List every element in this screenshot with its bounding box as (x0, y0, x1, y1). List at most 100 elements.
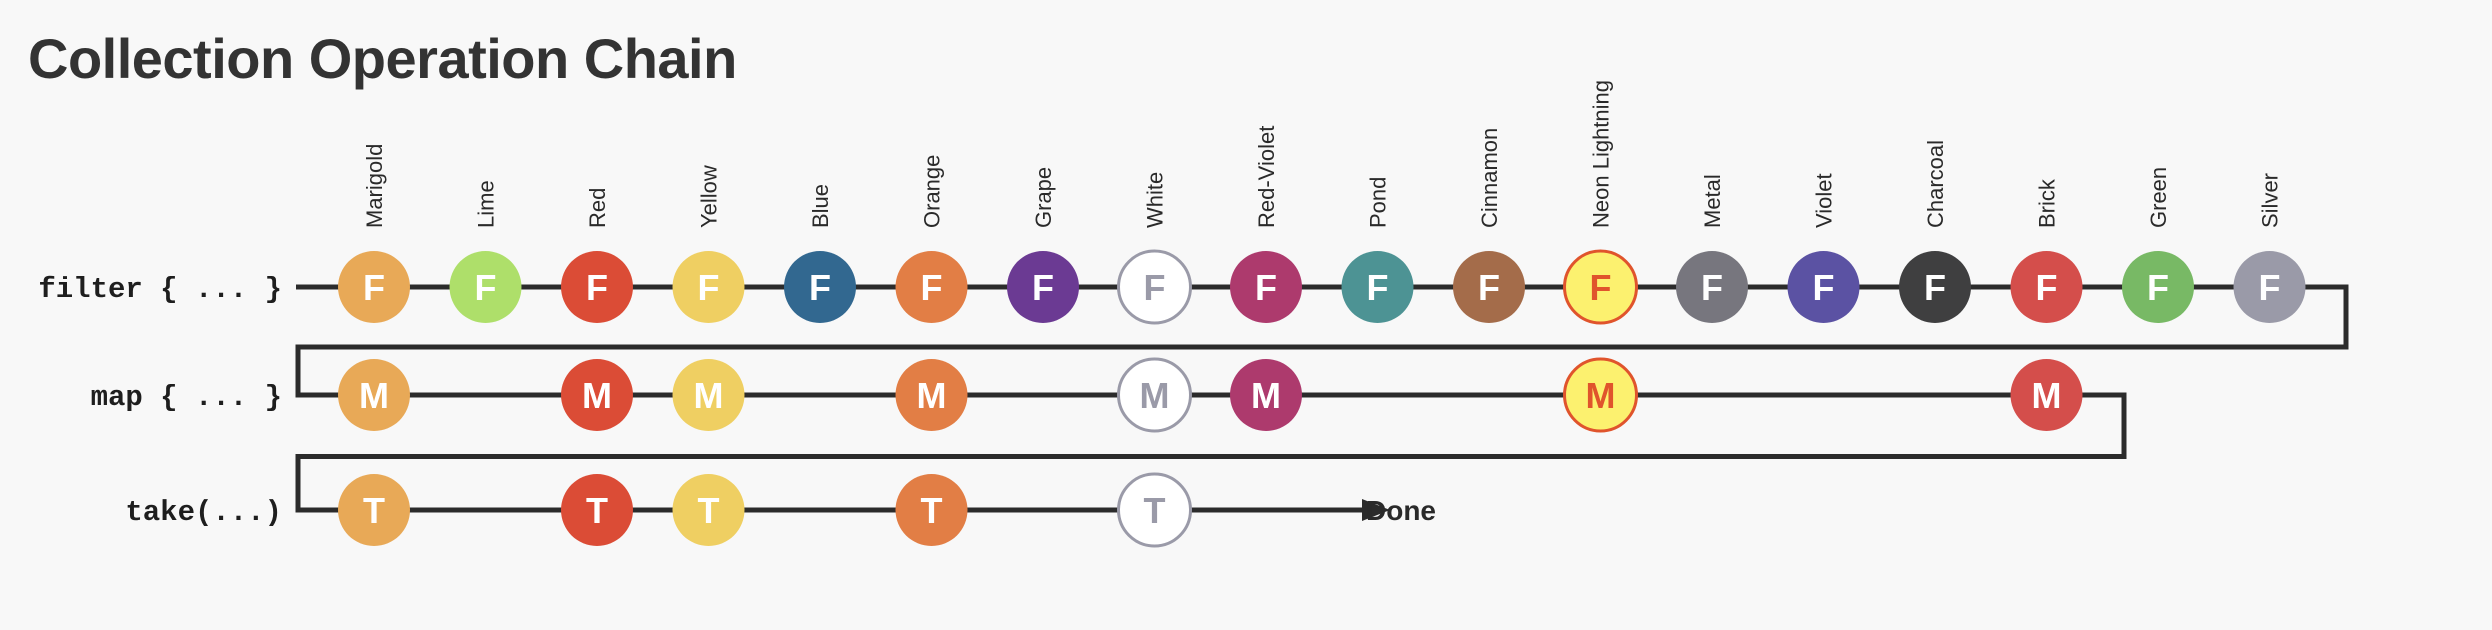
item-label-violet: Violet (1812, 173, 1837, 228)
node-marigold-f: F (338, 251, 410, 323)
node-letter: M (582, 375, 612, 416)
node-brick-m: M (2010, 359, 2083, 431)
node-letter: F (1590, 267, 1612, 308)
item-label-pond: Pond (1366, 177, 1391, 228)
item-label-green: Green (2146, 167, 2171, 228)
node-letter: M (694, 375, 724, 416)
node-grape-f: F (1007, 251, 1079, 323)
stage-label-take: take(...) (125, 496, 282, 529)
node-circle (1899, 251, 1971, 323)
done-label: Done (1366, 495, 1436, 526)
node-letter: F (921, 267, 943, 308)
node-cinnamon-f: F (1453, 251, 1525, 323)
node-letter: M (2032, 375, 2062, 416)
node-letter: F (1813, 267, 1835, 308)
node-circle (338, 474, 410, 546)
node-circle (338, 359, 410, 431)
item-label-silver: Silver (2258, 173, 2283, 228)
node-white-m: M (1117, 357, 1192, 433)
node-circle (2122, 251, 2194, 323)
node-letter: F (363, 267, 385, 308)
node-circle (1230, 251, 1302, 323)
node-silver-f: F (2233, 251, 2306, 323)
item-label-neon-lightning: Neon Lightning (1589, 80, 1614, 228)
node-circle (1453, 251, 1525, 323)
item-label-yellow: Yellow (697, 165, 722, 228)
node-letter: T (363, 490, 385, 531)
node-yellow-f: F (672, 251, 745, 323)
node-red-t: T (561, 474, 633, 546)
node-brick-f: F (2010, 251, 2083, 323)
node-letter: F (475, 267, 497, 308)
node-circle (1563, 357, 1638, 433)
node-pond-f: F (1341, 251, 1414, 323)
node-white-t: T (1117, 472, 1192, 548)
node-letter: T (698, 490, 720, 531)
node-circle (449, 251, 522, 323)
item-label-cinnamon: Cinnamon (1477, 128, 1502, 228)
node-circle (1117, 249, 1192, 325)
node-letter: F (2036, 267, 2058, 308)
node-circle (561, 474, 633, 546)
item-label-white: White (1143, 172, 1168, 228)
node-letter: M (1586, 375, 1616, 416)
node-green-f: F (2122, 251, 2194, 323)
node-circle (1787, 251, 1860, 323)
node-circle (784, 251, 856, 323)
node-circle (2233, 251, 2306, 323)
node-letter: M (917, 375, 947, 416)
item-label-orange: Orange (920, 155, 945, 228)
node-circle (1563, 249, 1638, 325)
node-circle (2010, 359, 2083, 431)
node-letter: T (586, 490, 608, 531)
node-charcoal-f: F (1899, 251, 1971, 323)
node-letter: T (921, 490, 943, 531)
node-circle (561, 251, 633, 323)
node-letter: F (1478, 267, 1500, 308)
node-red-m: M (561, 359, 633, 431)
node-circle (2010, 251, 2083, 323)
node-circle (1676, 251, 1748, 323)
node-circle (1117, 357, 1192, 433)
node-letter: F (586, 267, 608, 308)
node-red-f: F (561, 251, 633, 323)
node-letter: M (1251, 375, 1281, 416)
node-circle (1117, 472, 1192, 548)
item-label-brick: Brick (2035, 178, 2060, 228)
node-yellow-t: T (672, 474, 745, 546)
node-letter: F (809, 267, 831, 308)
item-label-blue: Blue (808, 184, 833, 228)
item-nodes: F M T F F M T F M T F F M T F F M T F M F F F M F F F F M F F (338, 249, 2306, 548)
item-label-red-violet: Red-Violet (1254, 126, 1279, 228)
node-yellow-m: M (672, 359, 745, 431)
stage-label-map: map { ... } (91, 381, 282, 414)
node-circle (672, 359, 745, 431)
node-circle (672, 251, 745, 323)
page-title: Collection Operation Chain (28, 27, 737, 90)
chain-end: Done (1366, 495, 1436, 526)
node-red-violet-f: F (1230, 251, 1302, 323)
node-lime-f: F (449, 251, 522, 323)
item-label-lime: Lime (474, 180, 499, 228)
item-labels: Marigold Lime Red Yellow Blue Orange Grape Whit… (362, 80, 2283, 228)
node-circle (338, 251, 410, 323)
node-circle (672, 474, 745, 546)
node-letter: F (2147, 267, 2169, 308)
node-orange-m: M (895, 359, 968, 431)
chain-wire (295, 284, 2349, 513)
node-circle (1007, 251, 1079, 323)
node-marigold-m: M (338, 359, 410, 431)
node-orange-t: T (895, 474, 968, 546)
node-letter: F (1701, 267, 1723, 308)
arrow-head-icon (1362, 499, 1390, 521)
node-red-violet-m: M (1230, 359, 1302, 431)
node-letter: T (1144, 490, 1166, 531)
node-circle (895, 251, 968, 323)
node-letter: F (698, 267, 720, 308)
item-label-red: Red (585, 188, 610, 228)
node-circle (561, 359, 633, 431)
node-circle (895, 474, 968, 546)
node-letter: F (2259, 267, 2281, 308)
